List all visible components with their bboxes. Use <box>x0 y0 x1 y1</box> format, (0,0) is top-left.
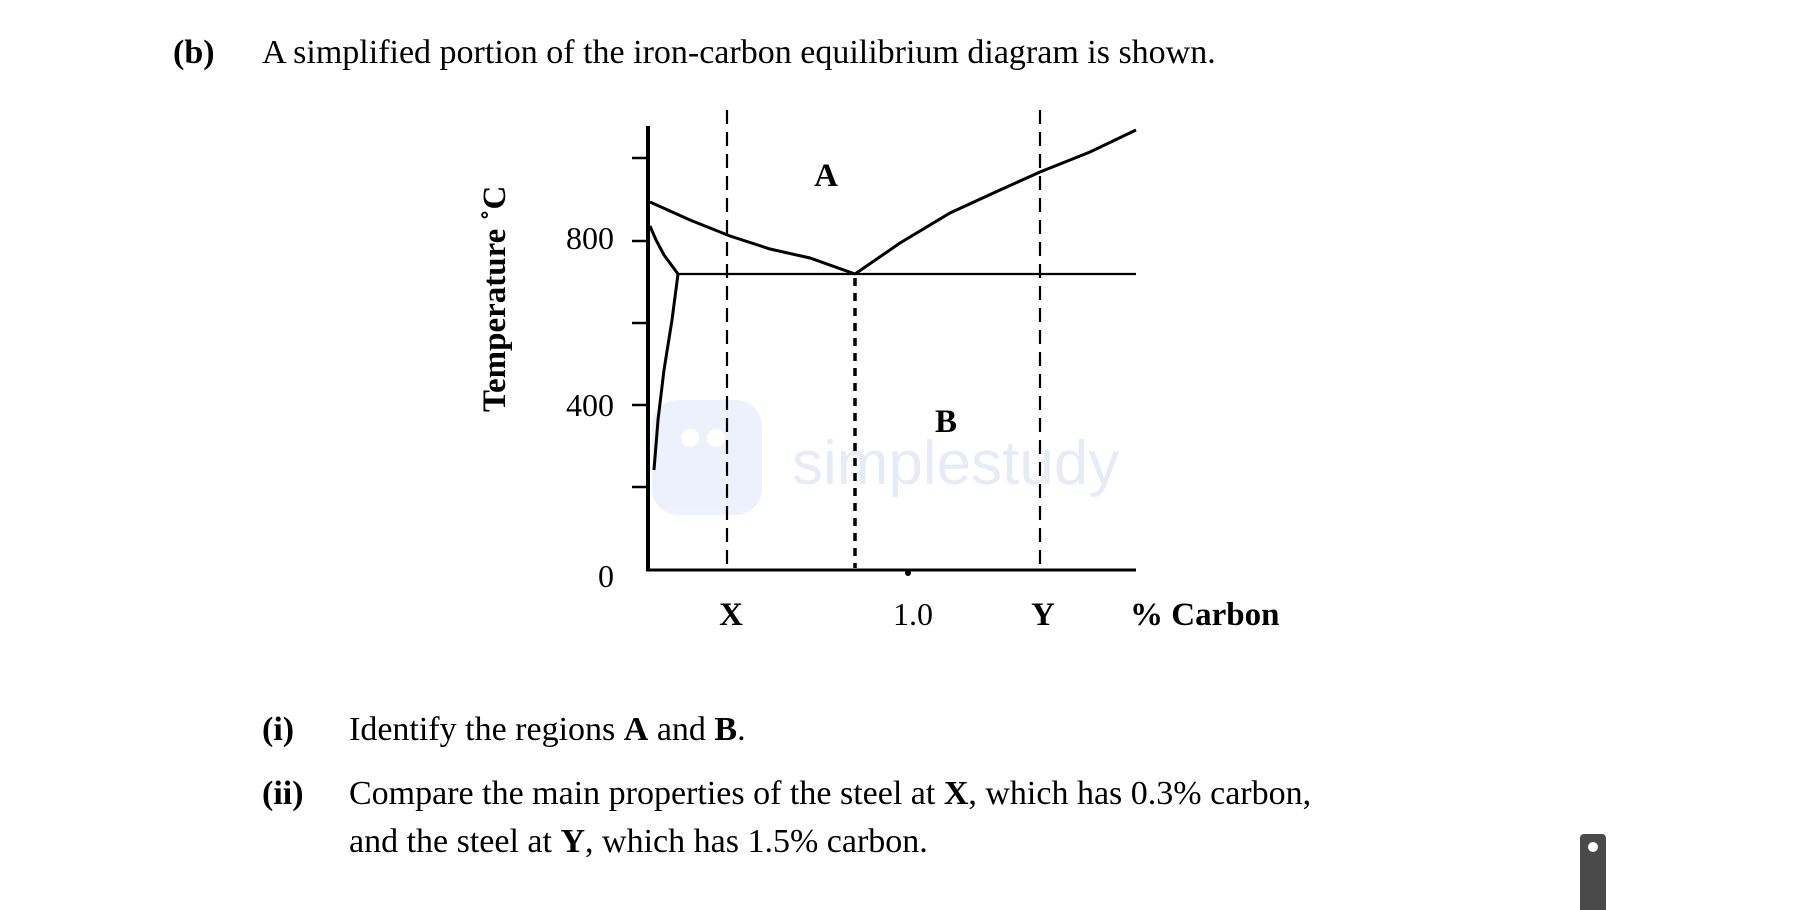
part-i-region-b: B <box>714 711 738 748</box>
part-i-text-2: and <box>648 711 715 748</box>
question-label: (b) <box>173 34 215 71</box>
y-tick-label-400: 400 <box>566 387 614 423</box>
region-label-b: B <box>935 404 957 440</box>
part-ii-line-1: Compare the main properties of the steel… <box>349 770 1311 818</box>
y-tick-label-0: 0 <box>598 558 614 594</box>
part-i-text: Identify the regions A and B. <box>349 706 746 754</box>
part-ii-line2-text-1: and the steel at <box>349 823 561 860</box>
upper-boundary-right <box>854 128 1137 276</box>
y-ticks <box>632 156 648 489</box>
part-ii-line2-text-2: , which has 1.5% carbon. <box>585 823 928 860</box>
watermark-text: simplestudy <box>792 429 1119 498</box>
scroll-grip-icon <box>1588 842 1598 852</box>
watermark-logo-icon <box>652 400 762 515</box>
question-text: A simplified portion of the iron-carbon … <box>262 34 1216 71</box>
x-label-1-0: 1.0 <box>893 596 933 632</box>
part-ii-point-x: X <box>943 775 969 812</box>
part-ii-line-2: and the steel at Y, which has 1.5% carbo… <box>349 818 928 866</box>
part-i-text-1: Identify the regions <box>349 711 624 748</box>
region-label-a: A <box>814 158 838 194</box>
part-ii-line1-text-2: , which has 0.3% carbon, <box>968 775 1312 812</box>
part-i-text-3: . <box>737 711 746 748</box>
part-ii-number: (ii) <box>262 775 304 812</box>
scrollbar-thumb[interactable] <box>1580 834 1606 910</box>
solvus-line <box>652 273 680 471</box>
x-axis-label: % Carbon <box>1130 597 1279 633</box>
part-ii-point-y: Y <box>560 823 586 860</box>
x-label-x: X <box>719 597 743 633</box>
y-axis-label: Temperature ˚C <box>477 186 513 412</box>
watermark-logo-eye-left <box>681 429 699 447</box>
upper-boundary-left <box>649 200 856 276</box>
y-tick-label-800: 800 <box>566 220 614 256</box>
part-i-number: (i) <box>262 711 295 748</box>
x-tick-1-0 <box>905 570 911 576</box>
watermark: simplestudy <box>652 400 1119 515</box>
part-i-region-a: A <box>623 711 649 748</box>
part-ii-line1-text-1: Compare the main properties of the steel… <box>349 775 944 812</box>
ferrite-boundary <box>648 225 680 275</box>
x-label-y: Y <box>1031 597 1055 633</box>
watermark-logo-eye-right <box>707 429 725 447</box>
